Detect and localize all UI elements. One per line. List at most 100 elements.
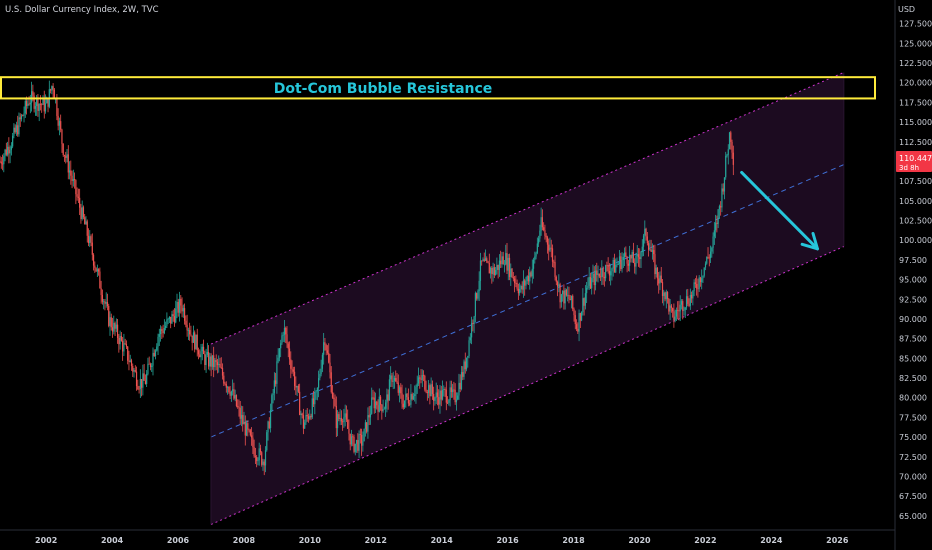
candle-body [350,436,353,445]
candle-body [134,370,136,372]
candle-body [622,256,624,261]
y-tick-label: 92.500 [899,295,927,304]
candle-body [678,310,680,312]
candle-body [420,378,422,380]
candle-body [530,272,532,277]
candle-body [360,434,363,446]
candle-body [559,284,561,303]
candle-body [111,327,114,332]
candle-body [639,257,641,259]
candle-body [148,363,150,365]
candle-body [549,247,551,251]
candle-body [101,295,104,302]
candle-body [519,288,521,294]
candle-body [521,285,523,290]
candle-body [181,305,183,312]
y-tick-label: 107.500 [899,177,932,186]
candle-body [297,385,299,392]
candle-body [91,242,93,255]
candle-body [588,276,590,286]
candle-body [513,278,516,283]
candle-body [70,170,72,176]
candle-body [41,104,43,106]
candle-body [123,343,125,352]
candle-body [646,236,648,244]
candle-body [154,350,157,357]
candle-body [170,316,172,324]
candle-body [156,346,158,351]
candle-body [218,363,220,366]
candle-body [62,143,64,156]
candle-body [680,301,683,305]
candle-body [679,304,681,312]
candle-body [505,253,507,265]
candle-body [669,305,671,312]
candle-body [197,350,200,355]
candle-body [500,260,502,265]
candle-body [625,252,627,257]
candle-body [515,282,517,284]
candle-body [586,287,588,294]
candle-body [263,461,265,466]
candle-body [116,324,119,339]
currency-label: USD [898,5,915,14]
candle-body [409,403,411,405]
candle-body [605,265,607,279]
candle-body [658,278,660,284]
x-tick-label: 2004 [101,536,124,545]
candle-body [307,416,310,419]
y-tick-label: 80.000 [899,394,927,403]
x-tick-label: 2026 [826,536,849,545]
candle-body [685,296,688,308]
candle-body [43,97,45,112]
candle-body [465,357,468,370]
x-tick-label: 2020 [628,536,651,545]
candle-body [68,170,71,173]
candle-body [709,251,712,259]
candle-body [280,343,282,349]
candle-body [469,337,471,341]
candle-body [249,430,251,436]
candle-body [507,257,509,271]
candle-body [125,343,128,347]
candle-body [239,407,241,419]
candle-body [20,115,23,120]
candle-body [286,334,288,344]
candle-body [57,115,59,126]
candle-body [603,276,605,279]
candle-body [631,251,633,259]
candle-body [10,146,12,150]
candle-body [580,312,583,321]
candle-body [159,328,162,335]
y-tick-label: 87.500 [899,335,927,344]
candle-body [146,373,148,384]
candle-body [4,149,6,157]
candle-body [27,103,29,106]
candle-body [153,352,155,357]
candle-body [543,227,545,231]
candle-body [535,252,537,257]
candle-body [692,290,694,299]
candle-body [42,97,44,105]
candle-body [470,322,473,338]
candle-body [287,343,289,349]
candle-body [276,361,278,384]
candle-body [414,394,416,397]
forecast-arrow[interactable] [740,170,819,251]
candle-body [555,276,557,282]
candle-body [96,269,98,272]
candle-body [200,351,202,358]
candle-body [663,292,665,296]
candle-body [369,413,372,418]
resistance-zone-box[interactable] [0,76,876,100]
candle-body [258,448,260,461]
candle-body [732,152,734,165]
candle-body [251,435,253,438]
candle-body [722,188,724,192]
candle-body [517,288,519,294]
candle-body [230,391,232,396]
candle-body [127,346,129,361]
candle-body [299,391,301,415]
y-tick-label: 65.000 [899,512,927,521]
